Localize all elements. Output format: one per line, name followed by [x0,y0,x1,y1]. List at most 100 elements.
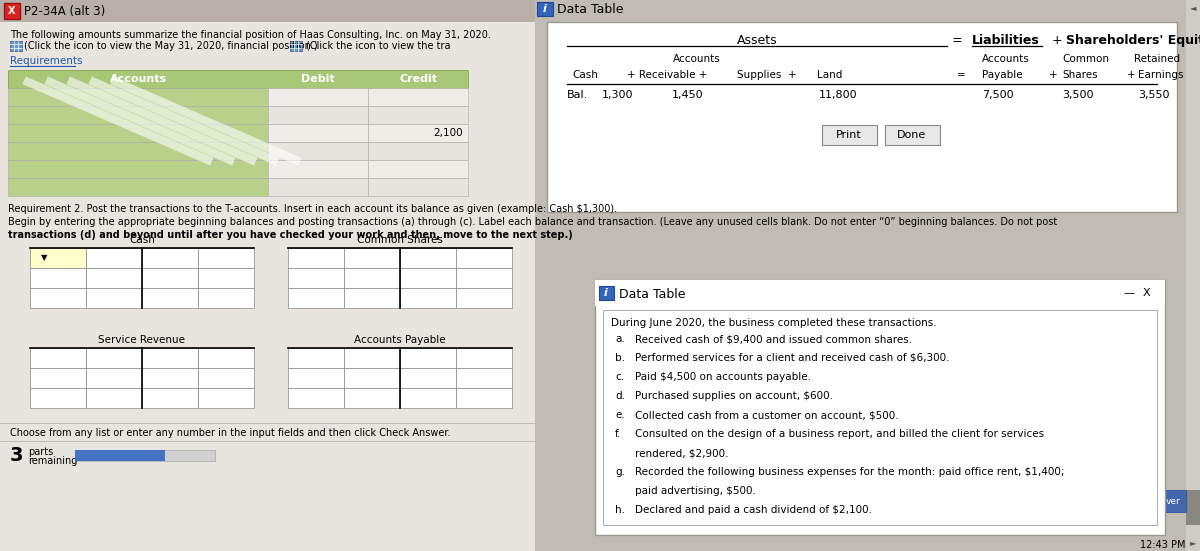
Text: Bal.: Bal. [568,90,588,100]
Text: P2-34A (alt 3): P2-34A (alt 3) [24,4,106,18]
Text: Collected cash from a customer on account, $500.: Collected cash from a customer on accoun… [635,410,899,420]
Text: Performed services for a client and received cash of $6,300.: Performed services for a client and rece… [635,353,949,363]
Text: g.: g. [616,467,625,477]
Bar [1186,0,1200,551]
Bar [400,348,456,368]
Text: Payable: Payable [982,70,1022,80]
Bar [0,0,535,22]
Bar [10,41,22,51]
Bar [30,248,86,268]
Bar [30,368,86,388]
Bar [456,268,512,288]
Text: ►: ► [1189,538,1196,548]
Bar [288,368,344,388]
Bar [290,41,302,51]
Bar [86,368,142,388]
Text: 1,450: 1,450 [672,90,703,100]
Text: +: + [1052,34,1063,47]
Text: + Receivable +: + Receivable + [628,70,707,80]
Bar [198,268,254,288]
Bar [268,106,368,124]
Text: i: i [544,4,547,14]
Bar [198,248,254,268]
Text: =: = [958,70,966,80]
Text: f.: f. [616,429,622,439]
Text: i: i [604,288,608,298]
Bar [8,178,268,196]
Text: 12:43 PM: 12:43 PM [1140,540,1186,550]
Text: parts: parts [28,447,53,457]
Text: Requirement 2. Post the transactions to the T-accounts. Insert in each account i: Requirement 2. Post the transactions to … [8,204,617,214]
Text: During June 2020, the business completed these transactions.: During June 2020, the business completed… [611,318,937,328]
Bar [288,388,344,408]
Bar [288,288,344,308]
Text: Credit: Credit [398,74,437,84]
Bar [198,348,254,368]
Bar [30,388,86,408]
Bar [599,286,614,300]
Bar [595,280,1165,535]
Bar [456,368,512,388]
Bar [344,368,400,388]
Text: Requirements: Requirements [10,56,83,66]
Text: (Click the icon to view the May 31, 2020, financial position.): (Click the icon to view the May 31, 2020… [24,41,318,51]
Bar [4,3,20,19]
Bar [8,142,268,160]
Text: Cash: Cash [572,70,598,80]
Bar [8,106,268,124]
Bar [86,388,142,408]
Bar [30,268,86,288]
Text: Consulted on the design of a business report, and billed the client for services: Consulted on the design of a business re… [635,429,1044,439]
Bar [456,348,512,368]
Text: e.: e. [616,410,625,420]
Bar [595,280,1165,306]
Bar [368,88,468,106]
Text: 3: 3 [10,446,24,465]
Text: Shares: Shares [1062,70,1098,80]
Bar [535,0,1200,551]
Bar [1186,490,1200,525]
Bar [268,88,368,106]
Bar [198,288,254,308]
Bar [198,388,254,408]
Text: h.: h. [616,505,625,515]
Text: c.: c. [616,372,624,382]
Text: ver: ver [1165,496,1181,505]
Text: Common Shares: Common Shares [358,235,443,245]
Bar [142,368,198,388]
Text: Debit: Debit [301,74,335,84]
Bar [142,288,198,308]
Bar [142,268,198,288]
Text: remaining: remaining [28,456,77,466]
Bar [8,124,268,142]
Text: Choose from any list or enter any number in the input fields and then click Chec: Choose from any list or enter any number… [10,428,450,438]
Bar [344,288,400,308]
Text: Begin by entering the appropriate beginning balances and posting transactions (a: Begin by entering the appropriate beginn… [8,217,1057,227]
Bar [368,160,468,178]
Text: The following amounts summarize the financial position of Haas Consulting, Inc. : The following amounts summarize the fina… [10,30,491,40]
Text: Recorded the following business expenses for the month: paid office rent, $1,400: Recorded the following business expenses… [635,467,1064,477]
Text: (Click the icon to view the tra: (Click the icon to view the tra [306,41,450,51]
Bar [8,70,468,88]
Bar [268,178,368,196]
Bar [288,248,344,268]
Bar [86,348,142,368]
Bar [142,248,198,268]
Text: Assets: Assets [737,34,778,47]
Text: Declared and paid a cash dividend of $2,100.: Declared and paid a cash dividend of $2,… [635,505,872,515]
Text: Done: Done [898,130,926,140]
Bar [547,22,1177,212]
Text: paid advertising, $500.: paid advertising, $500. [635,486,756,496]
Bar [456,248,512,268]
Text: Retained: Retained [1134,54,1180,64]
Text: 3,550: 3,550 [1138,90,1170,100]
Text: Common: Common [1062,54,1109,64]
Bar [344,348,400,368]
Text: Supplies  +: Supplies + [737,70,797,80]
Bar [368,124,468,142]
Text: 1,300: 1,300 [602,90,634,100]
Bar [368,106,468,124]
Bar [1160,490,1186,512]
Text: ◄: ◄ [1189,3,1196,13]
Text: Print: Print [836,130,862,140]
